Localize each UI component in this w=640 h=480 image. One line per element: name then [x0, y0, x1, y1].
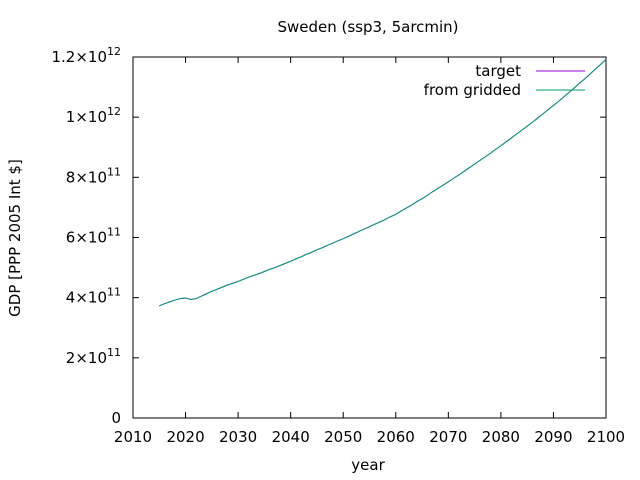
y-tick-mantissa: 6×10 — [66, 229, 107, 247]
y-tick-mantissa: 1.2×10 — [51, 48, 107, 66]
y-axis-label: GDP [PPP 2005 Int $] — [6, 159, 24, 317]
y-tick-mantissa: 1×10 — [66, 108, 107, 126]
y-tick-label: 6×1011 — [66, 226, 121, 247]
y-tick-mantissa: 8×10 — [66, 168, 107, 186]
y-tick-exponent: 11 — [107, 346, 121, 359]
y-tick-exponent: 11 — [107, 286, 121, 299]
x-tick-label: 2050 — [324, 428, 362, 446]
y-tick-mantissa: 4×10 — [66, 289, 107, 307]
legend-label: target — [475, 62, 521, 80]
x-tick-label: 2090 — [534, 428, 572, 446]
y-tick-exponent: 11 — [107, 226, 121, 239]
y-tick-exponent: 11 — [107, 165, 121, 178]
x-tick-label: 2080 — [482, 428, 520, 446]
legend-label: from gridded — [424, 81, 521, 99]
series-line-2 — [159, 59, 607, 307]
y-tick-label: 0 — [111, 409, 121, 427]
x-axis: 2010 2020 2030 2040 2050 2060 2070 2080 2090 2100 — [114, 57, 625, 446]
y-tick-label: 2×1011 — [66, 346, 121, 367]
x-tick-label: 2040 — [272, 428, 310, 446]
x-tick-label: 2100 — [587, 428, 625, 446]
y-tick-label: 1×1012 — [66, 105, 121, 126]
y-tick-mantissa: 0 — [111, 409, 121, 427]
plot-border — [132, 56, 607, 419]
series-layer — [159, 59, 607, 307]
y-tick-label: 1.2×1012 — [51, 45, 121, 66]
y-tick-exponent: 12 — [107, 105, 121, 118]
y-tick-exponent: 12 — [107, 45, 121, 58]
y-tick-label: 8×1011 — [66, 165, 121, 186]
x-tick-label: 2060 — [377, 428, 415, 446]
x-tick-label: 2020 — [166, 428, 204, 446]
series-line-1 — [159, 59, 607, 307]
x-axis-label: year — [351, 456, 385, 474]
chart-title: Sweden (ssp3, 5arcmin) — [277, 18, 458, 36]
y-tick-mantissa: 2×10 — [66, 349, 107, 367]
x-tick-label: 2030 — [219, 428, 257, 446]
x-tick-label: 2010 — [114, 428, 152, 446]
y-tick-label: 4×1011 — [66, 286, 121, 307]
x-tick-label: 2070 — [429, 428, 467, 446]
